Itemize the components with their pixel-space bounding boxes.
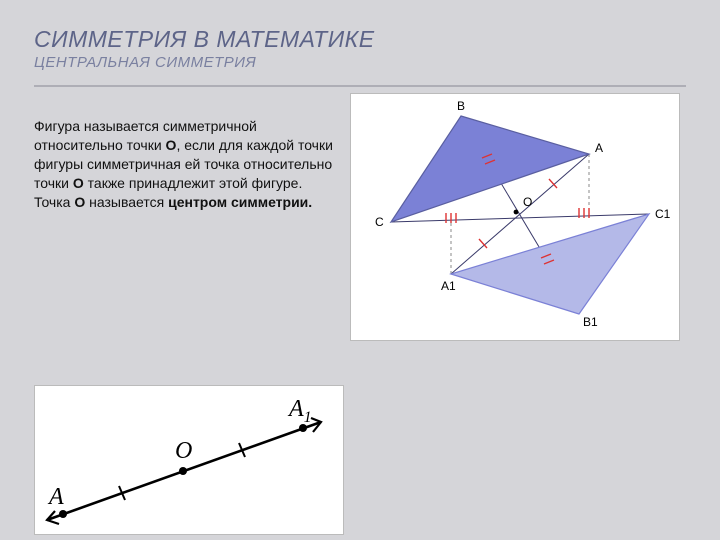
label-B: B — [457, 99, 465, 113]
ticks-A — [479, 179, 557, 248]
title-line-2: ЦЕНТРАЛЬНАЯ СИММЕТРИЯ — [34, 54, 686, 71]
def-O-1: О — [166, 137, 177, 153]
label-O: O — [523, 195, 532, 209]
figure-triangles: B A C O C1 A1 B1 — [350, 93, 680, 341]
label-C: C — [375, 215, 384, 229]
figure-line-svg: A O A1 — [35, 386, 345, 536]
triangle-ABC — [391, 116, 589, 222]
label-line-A1-sub: 1 — [304, 409, 312, 426]
point-O-line — [179, 467, 187, 475]
figure-triangles-svg: B A C O C1 A1 B1 — [351, 94, 681, 342]
label-line-A1: A1 — [287, 396, 312, 426]
def-O-2: О — [73, 175, 84, 191]
label-B1: B1 — [583, 315, 598, 329]
point-A — [59, 510, 67, 518]
slide-header: СИММЕТРИЯ В МАТЕМАТИКЕ ЦЕНТРАЛЬНАЯ СИММЕ… — [0, 0, 720, 79]
slide-title: СИММЕТРИЯ В МАТЕМАТИКЕ ЦЕНТРАЛЬНАЯ СИММЕ… — [34, 26, 686, 71]
triangle-A1B1C1 — [451, 214, 649, 314]
label-line-A1-letter: A — [287, 396, 304, 422]
point-O — [514, 210, 519, 215]
title-line-1: СИММЕТРИЯ В МАТЕМАТИКЕ — [34, 26, 686, 53]
label-C1: C1 — [655, 207, 671, 221]
def-part-4: называется — [85, 194, 168, 210]
label-line-A: A — [47, 484, 64, 510]
definition-text: Фигура называется симметричной относител… — [34, 117, 339, 211]
label-A1: A1 — [441, 279, 456, 293]
def-term: центром симметрии. — [168, 194, 312, 210]
slide-content: Фигура называется симметричной относител… — [0, 87, 720, 211]
label-line-O: O — [175, 438, 192, 464]
figure-line: A O A1 — [34, 385, 344, 535]
def-O-3: О — [74, 194, 85, 210]
label-A: A — [595, 141, 603, 155]
